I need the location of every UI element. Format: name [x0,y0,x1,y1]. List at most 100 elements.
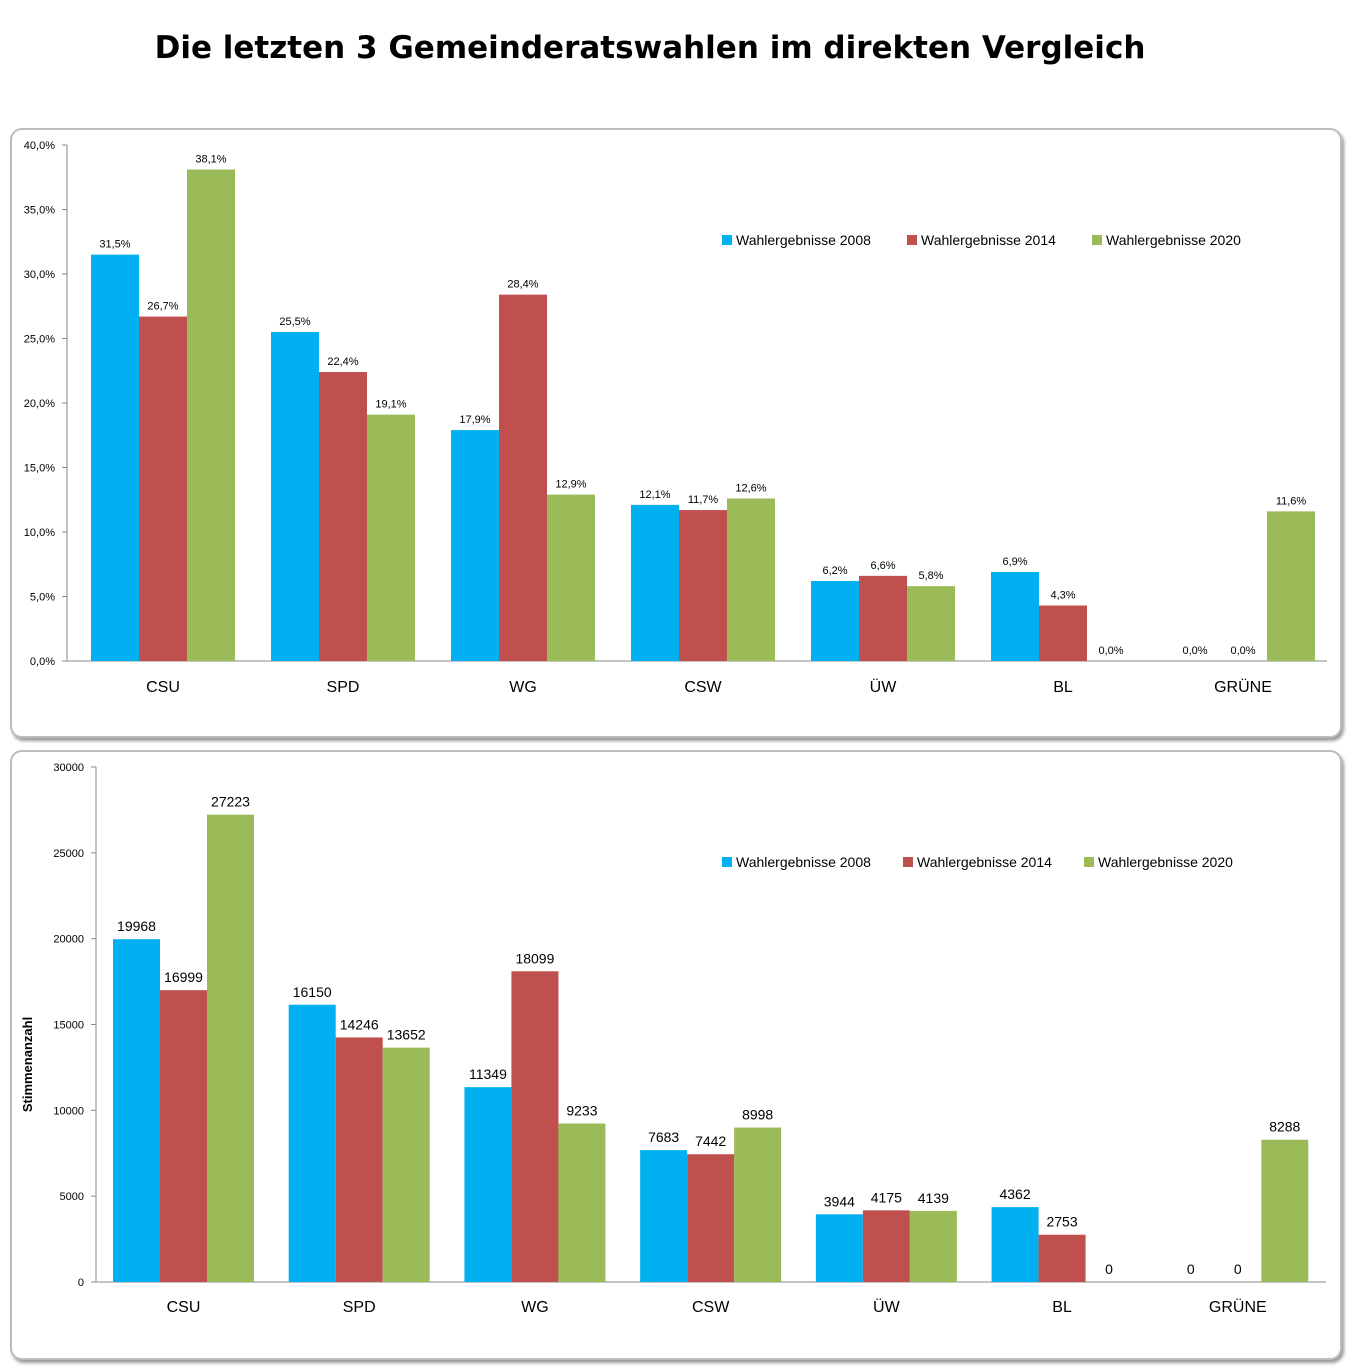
bar [113,939,160,1282]
data-label: 28,4% [507,279,538,291]
legend-swatch [1084,857,1094,867]
x-tick-label: CSU [146,679,180,696]
y-tick-label: 0 [78,1277,84,1289]
bar [862,1210,910,1282]
bar [511,971,559,1282]
data-label: 7683 [648,1129,679,1145]
data-label: 19,1% [375,399,406,411]
y-tick-label: 30,0% [24,269,55,281]
y-tick-label: 0,0% [30,656,55,668]
bar [909,1210,957,1282]
bar [687,1154,735,1282]
data-label: 26,7% [147,301,178,313]
bar [640,1150,688,1282]
legend-label: Wahlergebnisse 2014 [921,232,1056,248]
y-tick-label: 20,0% [24,398,55,410]
data-label: 2753 [1046,1214,1077,1230]
data-label: 4362 [999,1186,1030,1202]
x-tick-label: CSW [692,1299,730,1316]
y-tick-label: 20000 [53,934,84,946]
data-label: 17,9% [459,414,490,426]
bar [991,1207,1039,1282]
data-label: 13652 [387,1027,426,1043]
data-label: 11,6% [1276,495,1307,507]
x-tick-label: BL [1052,1299,1072,1316]
data-label: 11,7% [688,494,719,506]
page-title: Die letzten 3 Gemeinderatswahlen im dire… [154,30,1146,66]
data-label: 12,1% [639,489,670,501]
y-tick-label: 25000 [53,848,84,860]
x-tick-label: ÜW [870,678,898,696]
bar [319,372,367,661]
y-tick-label: 30000 [53,762,84,774]
data-label: 12,9% [555,479,586,491]
data-label: 14246 [340,1016,379,1032]
x-tick-label: SPD [327,679,360,696]
data-label: 5,8% [918,570,943,582]
data-label: 4175 [871,1189,902,1205]
x-tick-label: CSW [684,679,722,696]
y-tick-label: 15000 [53,1020,84,1032]
percent-bar-chart: 0,0% 5,0% 10,0% 15,0% 20,0% 25,0% 30,0% 35,0% 40… [24,140,1327,696]
data-label: 0 [1234,1261,1242,1277]
data-label: 12,6% [735,482,766,494]
data-label: 8288 [1269,1119,1300,1135]
bar [207,814,254,1282]
chart-panel-votes: 0 5000 10000 15000 20000 25000 30000 Stimmenanz… [10,750,1342,1360]
bar [1039,605,1087,661]
data-label: 25,5% [279,316,310,328]
y-tick-label: 5000 [60,1191,84,1203]
data-label: 6,6% [870,560,895,572]
data-label: 7442 [695,1133,726,1149]
legend-label: Wahlergebnisse 2008 [736,854,871,870]
legend-swatch [903,857,913,867]
bar [139,316,187,661]
bar [335,1037,383,1282]
y-axis-title: Stimmenanzahl [20,1017,35,1112]
bar [1261,1139,1309,1282]
data-label: 0 [1187,1261,1195,1277]
bar [451,430,499,661]
bar [91,254,139,661]
legend-label: Wahlergebnisse 2020 [1098,854,1233,870]
bar [727,498,775,661]
bar [1267,511,1315,661]
data-label: 4,3% [1050,590,1075,602]
data-label: 0,0% [1098,645,1123,657]
data-label: 0,0% [1230,645,1255,657]
y-tick-label: 10000 [53,1105,84,1117]
legend-label: Wahlergebnisse 2014 [917,854,1052,870]
bar [547,494,595,661]
data-label: 9233 [566,1103,597,1119]
data-label: 31,5% [99,239,130,251]
bar [464,1087,512,1282]
data-label: 22,4% [327,356,358,368]
y-tick-label: 25,0% [24,334,55,346]
x-tick-label: BL [1053,679,1073,696]
data-label: 27223 [211,794,250,810]
bar [367,414,415,661]
bar [558,1123,606,1282]
data-label: 0,0% [1182,645,1207,657]
x-tick-label: CSU [167,1299,201,1316]
y-tick-label: 5,0% [30,592,55,604]
bar [679,510,727,661]
bar [499,294,547,661]
legend-label: Wahlergebnisse 2008 [736,232,871,248]
bar [382,1047,430,1282]
x-tick-label: WG [521,1299,549,1316]
data-label: 38,1% [195,154,226,166]
data-label: 0 [1105,1261,1113,1277]
y-tick-label: 35,0% [24,205,55,217]
legend-swatch [907,235,917,245]
bar [859,575,907,661]
data-label: 19968 [117,918,156,934]
bar [815,1214,863,1282]
legend-label: Wahlergebnisse 2020 [1106,232,1241,248]
y-tick-label: 40,0% [24,140,55,152]
x-tick-label: GRÜNE [1214,678,1272,696]
x-tick-label: ÜW [873,1298,901,1316]
data-label: 6,2% [822,565,847,577]
bar [271,332,319,661]
bar [811,581,859,661]
